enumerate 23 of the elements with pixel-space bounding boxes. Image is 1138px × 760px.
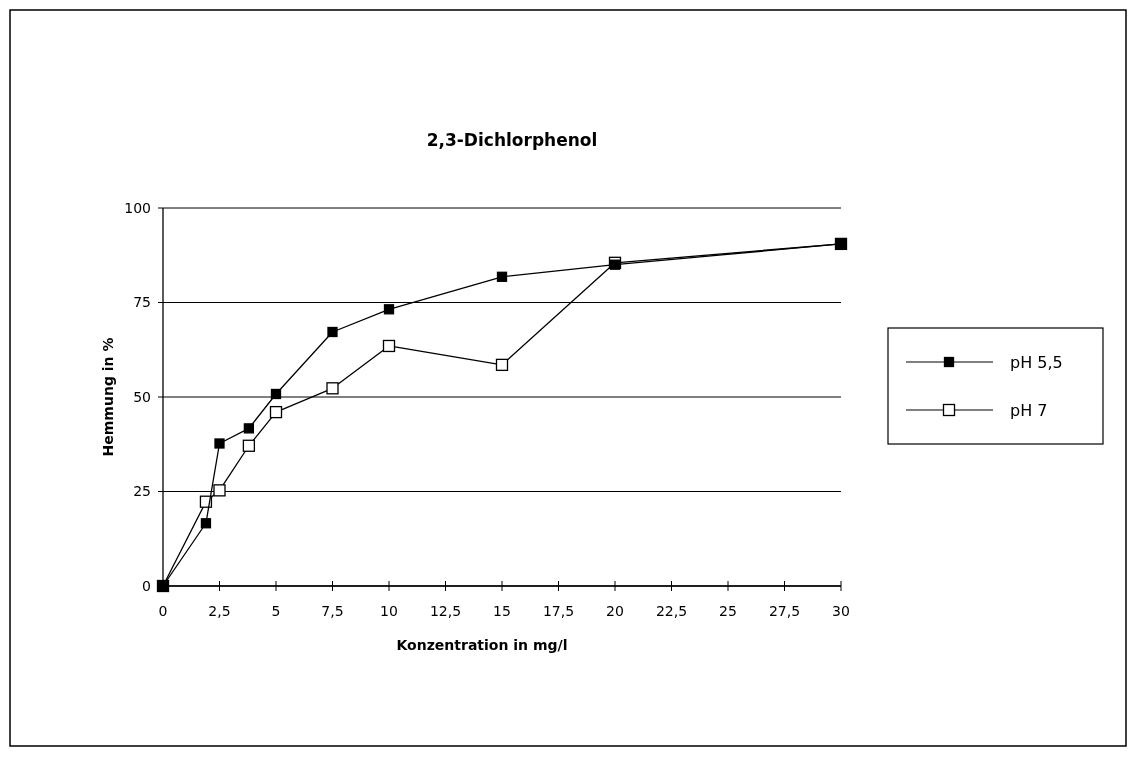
x-tick-label: 22,5: [655, 603, 688, 619]
text: pH 5,5: [1010, 352, 1063, 372]
y-tick-label: 25: [133, 483, 151, 500]
x-tick-label: 12,5: [429, 603, 462, 619]
x-axis-title: Konzentration in mg/l: [396, 637, 568, 653]
chart-title: 2,3-Dichlorphenol: [426, 130, 598, 150]
x-tick-label: 20: [606, 603, 624, 619]
x-tick-label: 15: [493, 603, 511, 619]
x-tick-label: 25: [719, 603, 737, 619]
y-tick-label: 100: [124, 199, 151, 216]
x-tick-label: 7,5: [321, 603, 344, 619]
x-tick-label: 27,5: [768, 603, 801, 619]
x-tick-label: 5: [271, 603, 281, 619]
y-tick-label: 0: [142, 577, 151, 594]
x-tick-label: 10: [380, 603, 398, 619]
y-tick-label: 50: [133, 388, 151, 405]
x-tick-label: 2,5: [208, 603, 231, 619]
y-tick-label: 75: [133, 294, 151, 311]
x-tick-label: 17,5: [542, 603, 575, 619]
x-tick-label: 0: [158, 603, 168, 619]
text: pH 7: [1010, 400, 1048, 420]
x-tick-label: 30: [832, 603, 850, 619]
y-axis-title: Hemmung in %: [100, 337, 116, 457]
